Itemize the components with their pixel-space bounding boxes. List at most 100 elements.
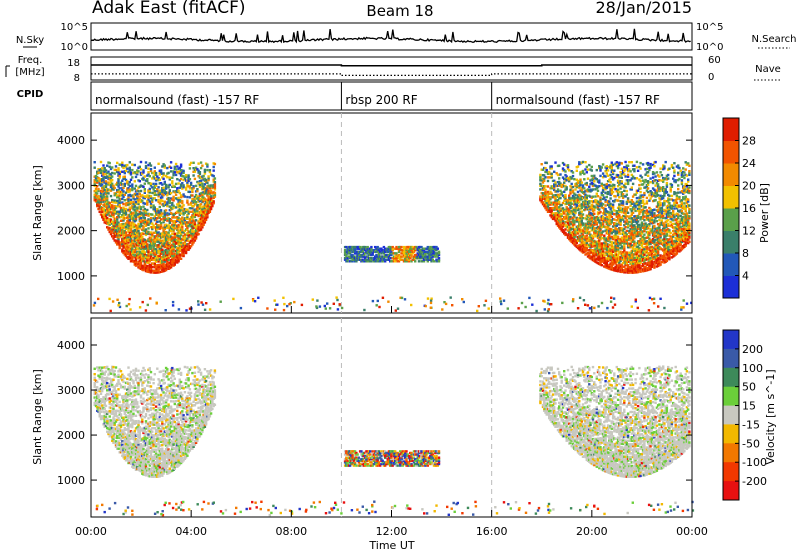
echo-cell <box>162 217 165 220</box>
echo-cell <box>192 205 195 208</box>
echo-cell <box>633 229 636 233</box>
echo-cell <box>584 197 587 200</box>
echo-cell <box>631 195 635 198</box>
echo-cell <box>629 242 632 245</box>
echo-cell <box>585 218 588 221</box>
echo-cell <box>192 226 195 230</box>
echo-cell <box>641 255 645 258</box>
echo-cell <box>623 247 626 250</box>
echo-cell <box>644 173 647 176</box>
echo-cell <box>172 255 175 258</box>
echo-cell <box>641 268 645 271</box>
echo-cell <box>609 193 612 197</box>
echo-cell <box>181 182 184 185</box>
echo-cell <box>124 209 128 212</box>
echo-cell <box>615 229 618 233</box>
echo-cell <box>654 258 657 261</box>
echo-cell <box>104 183 108 187</box>
echo-cell <box>118 183 121 186</box>
echo-cell <box>638 250 641 254</box>
echo-cell <box>625 218 628 222</box>
echo-cell <box>651 248 655 252</box>
echo-cell <box>213 162 217 166</box>
echo-cell <box>643 253 646 256</box>
echo-cell <box>584 161 587 164</box>
echo-cell <box>193 239 197 242</box>
echo-cell <box>416 247 419 250</box>
echo-cell <box>649 229 652 233</box>
echo-cell <box>599 165 602 169</box>
echo-cell <box>613 247 616 250</box>
echo-cell <box>361 250 364 253</box>
echo-cell <box>581 222 585 225</box>
echo-cell <box>620 182 623 185</box>
echo-cell <box>554 195 557 199</box>
echo-cell <box>610 252 613 255</box>
echo-cell <box>615 266 618 269</box>
echo-cell <box>589 195 592 198</box>
echo-cell <box>99 200 103 204</box>
echo-cell <box>417 247 421 250</box>
echo-cell <box>586 228 590 231</box>
echo-cell <box>108 201 111 205</box>
echo-cell <box>618 255 621 259</box>
echo-cell <box>101 210 104 213</box>
echo-cell <box>102 178 105 182</box>
echo-cell <box>146 199 149 203</box>
echo-cell <box>101 187 104 190</box>
echo-cell <box>153 266 156 269</box>
echo-cell <box>206 163 209 166</box>
echo-cell <box>146 201 149 204</box>
echo-cell <box>161 188 164 192</box>
echo-cell <box>606 250 610 253</box>
echo-cell <box>118 163 121 166</box>
echo-cell <box>179 174 183 177</box>
echo-cell <box>139 171 143 175</box>
echo-cell <box>638 203 641 207</box>
echo-cell <box>182 245 185 249</box>
echo-cell <box>113 235 116 238</box>
echo-cell <box>107 219 110 222</box>
echo-cell <box>157 162 160 165</box>
echo-cell <box>360 255 363 258</box>
echo-cell <box>187 176 190 179</box>
echo-cell <box>169 260 173 264</box>
echo-cell <box>565 209 568 213</box>
echo-cell <box>568 198 571 201</box>
echo-cell <box>109 167 113 171</box>
echo-cell <box>124 227 128 231</box>
echo-cell <box>192 215 195 219</box>
echo-cell <box>581 251 585 254</box>
echo-cell <box>201 226 204 229</box>
echo-cell <box>435 258 438 261</box>
echo-cell <box>638 225 641 228</box>
echo-cell <box>634 206 637 209</box>
echo-cell <box>213 177 217 180</box>
echo-cell <box>563 230 566 233</box>
echo-cell <box>146 208 149 212</box>
echo-cell <box>426 245 429 249</box>
echo-cell <box>178 253 181 256</box>
echo-cell <box>144 221 148 224</box>
echo-cell <box>646 174 650 177</box>
echo-cell <box>589 222 592 226</box>
echo-cell <box>123 237 126 240</box>
echo-cell <box>639 241 642 244</box>
echo-cell <box>609 173 612 177</box>
echo-cell <box>191 190 194 194</box>
echo-cell <box>192 201 195 204</box>
echo-cell <box>544 194 547 197</box>
echo-cell <box>568 169 571 172</box>
echo-cell <box>646 230 650 234</box>
echo-cell <box>179 237 183 241</box>
echo-cell <box>164 192 168 196</box>
echo-cell <box>399 257 402 260</box>
echo-cell <box>168 209 171 212</box>
echo-cell <box>158 232 161 236</box>
echo-cell <box>635 196 639 200</box>
echo-cell <box>121 192 124 195</box>
echo-cell <box>654 217 657 220</box>
echo-cell <box>179 177 183 181</box>
echo-cell <box>559 216 562 220</box>
echo-cell <box>172 226 175 229</box>
